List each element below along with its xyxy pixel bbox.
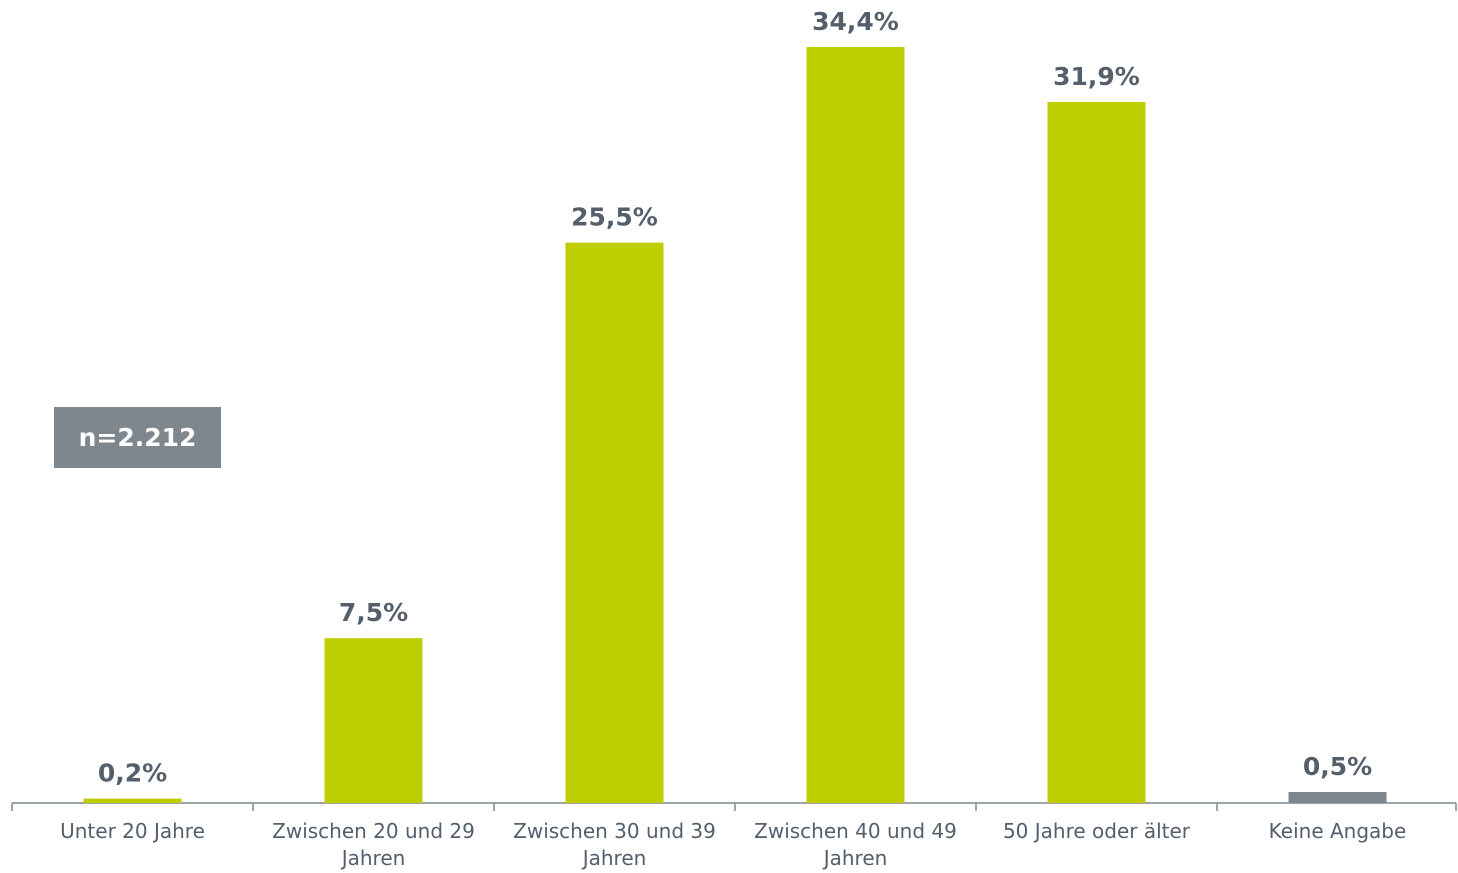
bar xyxy=(565,242,664,803)
x-tick-label: Zwischen 40 und 49 Jahren xyxy=(754,819,957,870)
value-label: 7,5% xyxy=(339,598,408,627)
value-label: 0,5% xyxy=(1303,752,1372,781)
x-tick-label: Zwischen 20 und 29 Jahren xyxy=(272,819,475,870)
bar xyxy=(1288,792,1387,803)
bar xyxy=(1047,101,1146,803)
value-label: 0,2% xyxy=(98,759,167,788)
value-label: 25,5% xyxy=(571,203,658,232)
bar xyxy=(806,47,905,803)
bar xyxy=(324,638,423,803)
x-tick-label: 50 Jahre oder älter xyxy=(1002,819,1191,843)
sample-size: n=2.212 xyxy=(54,407,221,468)
value-label: 34,4% xyxy=(812,7,899,36)
bar xyxy=(83,798,182,803)
x-tick-label: Keine Angabe xyxy=(1268,819,1407,843)
value-label: 31,9% xyxy=(1053,62,1140,91)
x-tick-label: Unter 20 Jahre xyxy=(60,819,205,843)
x-tick-label: Zwischen 30 und 39 Jahren xyxy=(513,819,716,870)
